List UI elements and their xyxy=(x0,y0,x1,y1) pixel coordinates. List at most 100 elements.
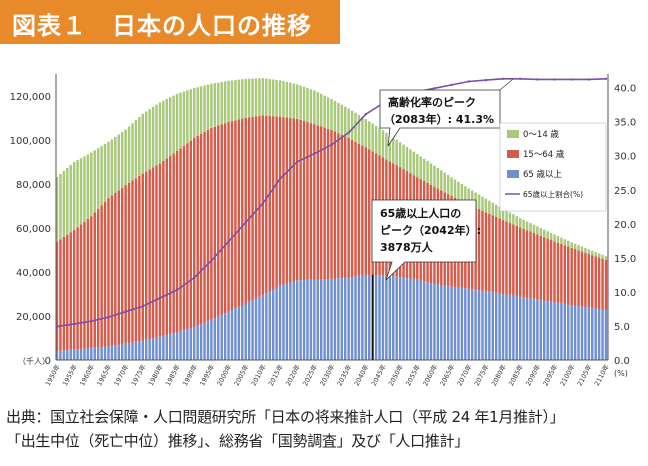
bar-15-64-1961 xyxy=(93,212,96,348)
bar-65-plus-2097 xyxy=(560,303,563,360)
bar-65-plus-2019 xyxy=(292,281,295,360)
bar-0-14-2104 xyxy=(584,247,587,253)
legend-label: 65歳以上割合(%) xyxy=(523,189,583,199)
bar-65-plus-2030 xyxy=(330,278,333,360)
bar-65-plus-2072 xyxy=(474,289,477,360)
bar-15-64-2093 xyxy=(546,238,549,302)
right-tick-label: 20.0 xyxy=(614,220,636,231)
bar-0-14-1969 xyxy=(120,132,124,188)
bar-15-64-1960 xyxy=(90,216,93,349)
bar-15-64-2090 xyxy=(536,234,539,300)
bar-65-plus-2013 xyxy=(271,289,275,360)
bar-0-14-1967 xyxy=(114,136,117,193)
bar-65-plus-2073 xyxy=(477,290,481,360)
bar-65-plus-2101 xyxy=(573,305,577,360)
bar-65-plus-2068 xyxy=(460,287,464,360)
bar-15-64-1991 xyxy=(196,135,199,326)
bar-15-64-2030 xyxy=(330,129,333,279)
bar-15-64-2080 xyxy=(501,220,505,294)
elderly-peak-callout xyxy=(371,199,477,281)
bar-0-14-1985 xyxy=(175,93,179,151)
bar-65-plus-2105 xyxy=(587,307,591,360)
bar-65-plus-2064 xyxy=(446,286,450,360)
bar-0-14-2055 xyxy=(416,154,419,178)
bar-0-14-2001 xyxy=(230,80,234,122)
bar-65-plus-1981 xyxy=(162,335,165,360)
left-tick-label: 100,000 xyxy=(10,136,51,147)
bar-0-14-2073 xyxy=(477,194,481,210)
bar-15-64-2105 xyxy=(587,253,591,308)
bar-65-plus-2023 xyxy=(306,279,309,360)
bar-0-14-2012 xyxy=(268,79,271,116)
bar-0-14-1973 xyxy=(134,120,138,179)
bar-65-plus-2041 xyxy=(368,274,371,360)
bar-15-64-2038 xyxy=(357,143,361,276)
bar-0-14-2089 xyxy=(532,224,536,233)
bar-0-14-2059 xyxy=(429,163,433,185)
bar-0-14-1955 xyxy=(72,162,76,230)
bar-0-14-1980 xyxy=(158,102,162,164)
x-tick-label: 2015年 xyxy=(266,362,285,387)
bar-0-14-2101 xyxy=(573,243,577,250)
bar-65-plus-2081 xyxy=(505,294,508,360)
bar-0-14-2029 xyxy=(326,97,330,129)
bar-0-14-1966 xyxy=(110,139,114,196)
bar-15-64-1959 xyxy=(86,218,90,349)
bar-0-14-2018 xyxy=(289,82,292,118)
bar-65-plus-1991 xyxy=(196,325,199,360)
bar-65-plus-2052 xyxy=(405,278,409,360)
bar-65-plus-1975 xyxy=(141,340,145,360)
page-title: 図表１ 日本の人口の推移 xyxy=(12,12,312,40)
bar-65-plus-2109 xyxy=(601,309,604,360)
x-tick-label: 1980年 xyxy=(146,362,165,387)
bar-65-plus-1994 xyxy=(206,321,210,360)
bar-0-14-2110 xyxy=(604,256,608,260)
bar-15-64-1967 xyxy=(114,192,117,346)
x-tick-label: 2055年 xyxy=(403,362,422,387)
bar-0-14-2098 xyxy=(563,239,567,246)
bar-15-64-2097 xyxy=(560,243,563,304)
bar-65-plus-1988 xyxy=(186,329,189,360)
bar-65-plus-2009 xyxy=(258,296,261,360)
legend-swatch xyxy=(507,170,519,178)
bar-65-plus-2095 xyxy=(553,302,556,360)
population-chart: 0 20,000 40,000 60,000 80,000 100,000 120,000 0… xyxy=(10,74,636,387)
bar-0-14-1989 xyxy=(189,89,193,141)
bar-0-14-2107 xyxy=(594,252,597,257)
bar-15-64-2108 xyxy=(597,257,601,310)
bar-15-64-1992 xyxy=(199,133,203,325)
bar-65-plus-1963 xyxy=(100,347,103,360)
bar-15-64-1950 xyxy=(55,241,59,351)
bar-65-plus-2060 xyxy=(433,283,436,360)
bar-65-plus-1993 xyxy=(203,322,206,360)
bar-65-plus-2035 xyxy=(347,277,350,360)
bar-65-plus-2037 xyxy=(354,276,357,360)
bar-0-14-2022 xyxy=(302,86,306,121)
ratio-point xyxy=(244,221,247,224)
bar-0-14-1978 xyxy=(151,106,155,168)
bar-0-14-1953 xyxy=(66,167,69,235)
elderly-peak-label-1: 65歳以上人口の xyxy=(380,206,461,220)
bar-0-14-2097 xyxy=(560,237,563,244)
x-tick-label: 1965年 xyxy=(94,362,113,387)
bar-15-64-1998 xyxy=(220,124,223,315)
bar-15-64-2104 xyxy=(584,252,587,307)
bar-0-14-1984 xyxy=(172,95,175,154)
ratio-point xyxy=(484,78,488,82)
bar-15-64-2103 xyxy=(580,251,584,307)
right-tick-label: 35.0 xyxy=(614,118,636,129)
bar-65-plus-2048 xyxy=(392,276,395,360)
legend-label: 0〜14 歳 xyxy=(523,129,559,140)
bar-15-64-2018 xyxy=(289,118,292,283)
bar-65-plus-2044 xyxy=(378,275,381,360)
bar-65-plus-1973 xyxy=(134,341,138,360)
bar-15-64-2005 xyxy=(244,117,247,304)
bar-65-plus-2022 xyxy=(302,280,306,360)
bar-15-64-1982 xyxy=(165,158,169,336)
ratio-point xyxy=(604,77,608,80)
x-tick-label: 1970年 xyxy=(112,362,131,387)
bar-65-plus-2020 xyxy=(295,280,299,360)
bar-0-14-2024 xyxy=(309,89,313,124)
bar-0-14-2078 xyxy=(494,204,498,217)
bar-15-64-2010 xyxy=(261,115,265,296)
